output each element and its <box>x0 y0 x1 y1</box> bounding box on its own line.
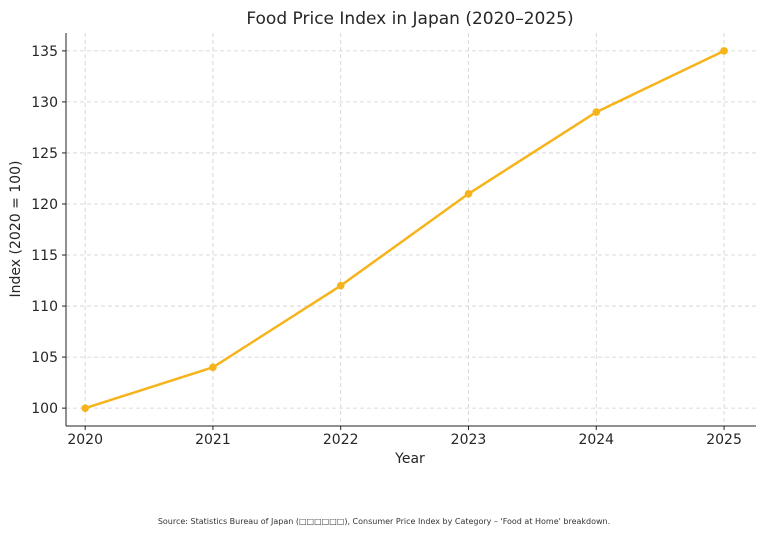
y-tick-label: 115 <box>31 248 58 264</box>
x-tick-label: 2025 <box>706 432 742 448</box>
grid <box>66 33 756 426</box>
x-tick-label: 2020 <box>67 432 103 448</box>
x-tick-label: 2023 <box>451 432 487 448</box>
x-tick-label: 2022 <box>323 432 359 448</box>
tick-labels: 2020 2021 2022 2023 2024 2025 100 105 110 115 120 1… <box>31 44 742 448</box>
source-note: Source: Statistics Bureau of Japan (□□□□… <box>157 517 611 526</box>
data-point <box>592 108 601 116</box>
data-point <box>81 404 89 412</box>
x-tick-label: 2021 <box>195 432 231 448</box>
data-point <box>336 281 345 290</box>
data-point <box>464 189 473 198</box>
chart-title: Food Price Index in Japan (2020–2025) <box>246 9 573 29</box>
axes <box>62 33 756 430</box>
y-tick-label: 125 <box>31 146 58 162</box>
y-tick-label: 135 <box>31 44 58 60</box>
x-tick-label: 2024 <box>578 432 614 448</box>
y-tick-label: 105 <box>31 350 58 366</box>
y-tick-label: 100 <box>31 401 58 417</box>
y-tick-label: 130 <box>31 95 58 111</box>
data-point <box>209 363 217 372</box>
series <box>81 47 728 412</box>
series-line <box>83 49 726 410</box>
y-axis-label: Index (2020 = 100) <box>8 161 24 298</box>
y-tick-label: 110 <box>31 299 58 315</box>
y-tick-label: 120 <box>31 197 58 213</box>
data-point <box>720 47 728 55</box>
x-axis-label: Year <box>394 451 425 467</box>
